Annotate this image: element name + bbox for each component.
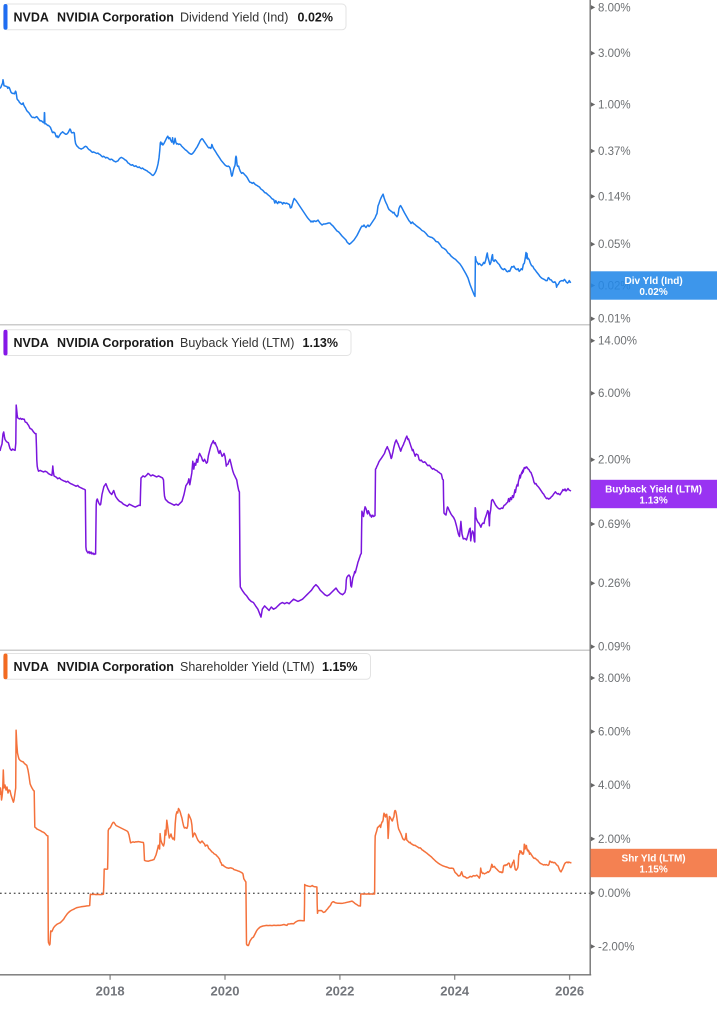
svg-text:1.00%: 1.00% — [598, 99, 631, 111]
svg-text:1.13%: 1.13% — [639, 495, 667, 506]
svg-text:1.15%: 1.15% — [322, 660, 357, 674]
svg-text:2022: 2022 — [325, 984, 354, 999]
svg-text:NVIDIA Corporation: NVIDIA Corporation — [57, 10, 174, 24]
svg-text:NVDA: NVDA — [14, 336, 49, 350]
svg-text:2.00%: 2.00% — [598, 834, 631, 846]
svg-text:NVIDIA Corporation: NVIDIA Corporation — [57, 336, 174, 350]
svg-text:Dividend Yield (Ind): Dividend Yield (Ind) — [180, 10, 288, 24]
svg-text:2.00%: 2.00% — [598, 455, 631, 467]
svg-text:2020: 2020 — [211, 984, 240, 999]
svg-text:0.02%: 0.02% — [639, 287, 667, 298]
svg-text:-2.00%: -2.00% — [598, 941, 634, 953]
svg-text:0.05%: 0.05% — [598, 239, 631, 251]
svg-text:0.69%: 0.69% — [598, 519, 631, 531]
svg-text:0.37%: 0.37% — [598, 146, 631, 158]
svg-text:Buyback Yield (LTM): Buyback Yield (LTM) — [180, 336, 294, 350]
svg-text:3.00%: 3.00% — [598, 48, 631, 60]
svg-text:0.01%: 0.01% — [598, 314, 631, 326]
svg-text:1.15%: 1.15% — [639, 864, 667, 875]
svg-text:4.00%: 4.00% — [598, 780, 631, 792]
svg-text:14.00%: 14.00% — [598, 336, 637, 348]
svg-text:2024: 2024 — [440, 984, 470, 999]
svg-text:Buyback Yield (LTM): Buyback Yield (LTM) — [605, 484, 702, 495]
svg-text:Shareholder Yield (LTM): Shareholder Yield (LTM) — [180, 660, 315, 674]
svg-text:NVDA: NVDA — [14, 660, 49, 674]
svg-text:8.00%: 8.00% — [598, 2, 631, 14]
svg-text:0.26%: 0.26% — [598, 578, 631, 590]
svg-text:2026: 2026 — [555, 984, 584, 999]
svg-text:8.00%: 8.00% — [598, 673, 631, 685]
svg-text:6.00%: 6.00% — [598, 727, 631, 739]
svg-text:0.14%: 0.14% — [598, 191, 631, 203]
svg-text:6.00%: 6.00% — [598, 388, 631, 400]
svg-text:0.09%: 0.09% — [598, 642, 631, 654]
svg-text:NVIDIA Corporation: NVIDIA Corporation — [57, 660, 174, 674]
svg-text:2018: 2018 — [96, 984, 125, 999]
svg-text:Div Yld (Ind): Div Yld (Ind) — [625, 276, 683, 287]
svg-text:1.13%: 1.13% — [303, 336, 338, 350]
svg-text:0.00%: 0.00% — [598, 888, 631, 900]
svg-text:Shr Yld (LTM): Shr Yld (LTM) — [622, 853, 686, 864]
svg-text:NVDA: NVDA — [14, 10, 49, 24]
svg-text:0.02%: 0.02% — [298, 10, 333, 24]
